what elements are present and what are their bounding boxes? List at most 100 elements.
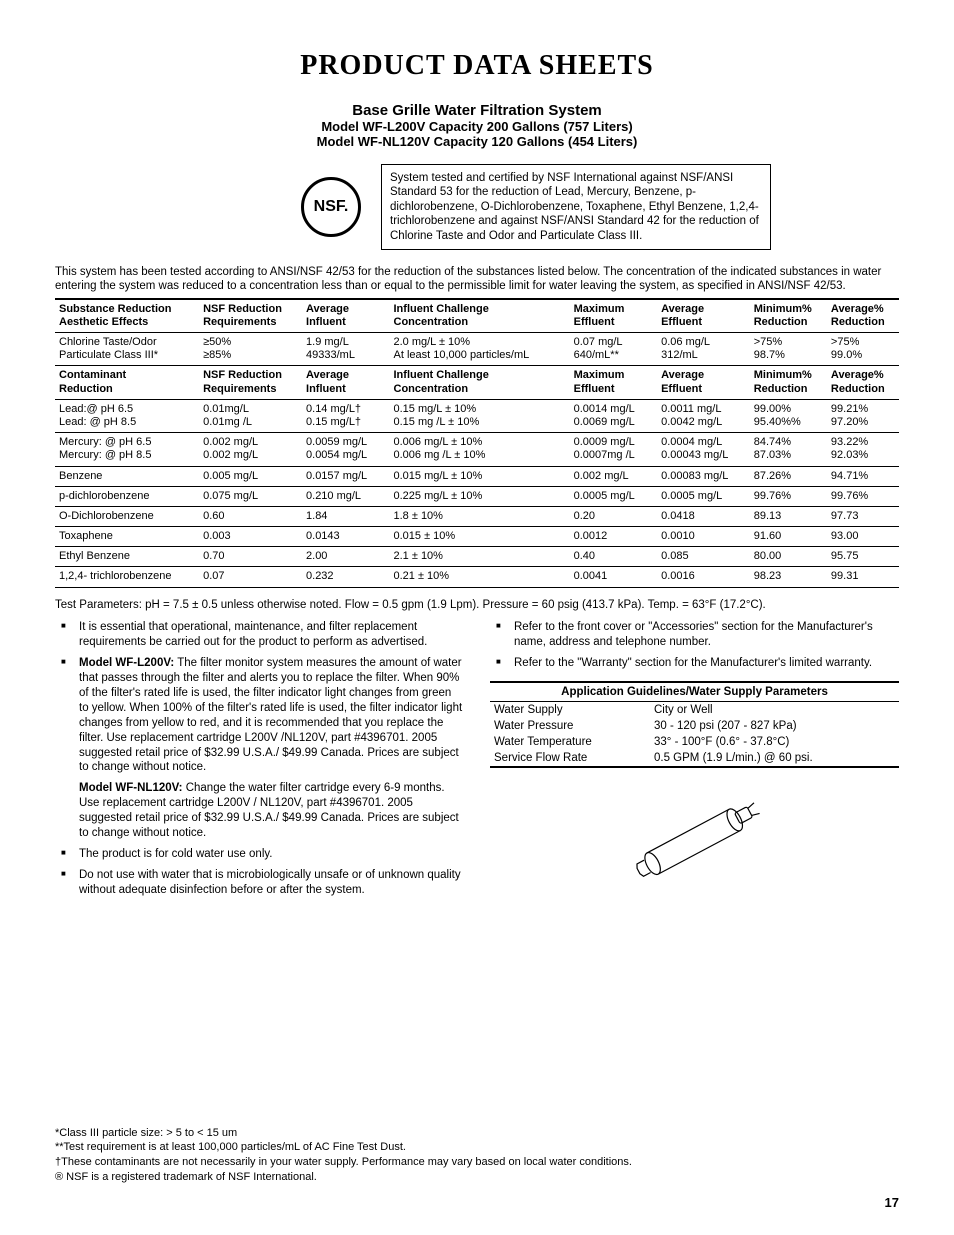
table-cell: 0.07 bbox=[199, 567, 302, 587]
table-cell: 30 - 120 psi (207 - 827 kPa) bbox=[650, 718, 899, 734]
model-text: The filter monitor system measures the a… bbox=[79, 657, 462, 774]
table-cell: O-Dichlorobenzene bbox=[55, 506, 199, 526]
certification-text: System tested and certified by NSF Inter… bbox=[381, 164, 771, 250]
table-cell: 93.22%92.03% bbox=[827, 433, 899, 466]
list-item: Do not use with water that is microbiolo… bbox=[55, 868, 464, 898]
table-header: AverageEffluent bbox=[657, 366, 750, 399]
table-cell: 0.015 mg/L ± 10% bbox=[390, 466, 570, 486]
table-cell: 0.006 mg/L ± 10%0.006 mg /L ± 10% bbox=[390, 433, 570, 466]
bullet-list: Model WF-L200V: The filter monitor syste… bbox=[55, 656, 464, 776]
table-header: Average%Reduction bbox=[827, 299, 899, 333]
table-row: Benzene0.005 mg/L0.0157 mg/L0.015 mg/L ±… bbox=[55, 466, 899, 486]
table-section-header: ContaminantReductionNSF ReductionRequire… bbox=[55, 366, 899, 399]
table-cell: 1,2,4- trichlorobenzene bbox=[55, 567, 199, 587]
footnote: *Class III particle size: > 5 to < 15 um bbox=[55, 1126, 632, 1141]
table-cell: 0.075 mg/L bbox=[199, 486, 302, 506]
table-cell: 0.0059 mg/L0.0054 mg/L bbox=[302, 433, 389, 466]
table-row: Toxaphene0.0030.01430.015 ± 10%0.00120.0… bbox=[55, 527, 899, 547]
bullet-list: The product is for cold water use only. D… bbox=[55, 847, 464, 898]
table-row: Water SupplyCity or Well bbox=[490, 702, 899, 718]
certification-row: NSF. System tested and certified by NSF … bbox=[55, 164, 899, 250]
subhead: Base Grille Water Filtration System Mode… bbox=[55, 102, 899, 149]
table-row: O-Dichlorobenzene0.601.841.8 ± 10%0.200.… bbox=[55, 506, 899, 526]
table-row: Water Pressure30 - 120 psi (207 - 827 kP… bbox=[490, 718, 899, 734]
list-item: Refer to the "Warranty" section for the … bbox=[490, 656, 899, 671]
table-row: Water Temperature33° - 100°F (0.6° - 37.… bbox=[490, 734, 899, 750]
test-parameters: Test Parameters: pH = 7.5 ± 0.5 unless o… bbox=[55, 598, 899, 612]
subhead-line3: Model WF-NL120V Capacity 120 Gallons (45… bbox=[55, 134, 899, 149]
table-cell: Water Pressure bbox=[490, 718, 650, 734]
table-cell: p-dichlorobenzene bbox=[55, 486, 199, 506]
model-label: Model WF-NL120V: bbox=[79, 782, 183, 794]
table-cell: 0.003 bbox=[199, 527, 302, 547]
table-cell: 0.20 bbox=[570, 506, 657, 526]
table-cell: 1.9 mg/L49333/mL bbox=[302, 333, 389, 366]
table-cell: 0.0005 mg/L bbox=[570, 486, 657, 506]
table-cell: Lead:@ pH 6.5Lead: @ pH 8.5 bbox=[55, 399, 199, 432]
footnotes: *Class III particle size: > 5 to < 15 um… bbox=[55, 1126, 632, 1185]
table-cell: 0.0010 bbox=[657, 527, 750, 547]
page-number: 17 bbox=[885, 1195, 899, 1210]
table-row: Service Flow Rate0.5 GPM (1.9 L/min.) @ … bbox=[490, 750, 899, 767]
table-cell: 0.232 bbox=[302, 567, 389, 587]
table-cell: Water Supply bbox=[490, 702, 650, 718]
table-cell: 0.085 bbox=[657, 547, 750, 567]
table-header: AverageInfluent bbox=[302, 366, 389, 399]
table-header: NSF ReductionRequirements bbox=[199, 299, 302, 333]
footnote: ® NSF is a registered trademark of NSF I… bbox=[55, 1170, 632, 1185]
table-cell: 0.14 mg/L†0.15 mg/L† bbox=[302, 399, 389, 432]
nsf-logo-icon: NSF. bbox=[301, 177, 361, 237]
table-cell: 0.70 bbox=[199, 547, 302, 567]
table-cell: 0.07 mg/L640/mL** bbox=[570, 333, 657, 366]
table-cell: 0.0012 bbox=[570, 527, 657, 547]
table-cell: 2.1 ± 10% bbox=[390, 547, 570, 567]
table-cell: Toxaphene bbox=[55, 527, 199, 547]
table-cell: 93.00 bbox=[827, 527, 899, 547]
table-cell: Chlorine Taste/OdorParticulate Class III… bbox=[55, 333, 199, 366]
table-cell: ≥50%≥85% bbox=[199, 333, 302, 366]
table-cell: 0.06 mg/L312/mL bbox=[657, 333, 750, 366]
guidelines-title: Application Guidelines/Water Supply Para… bbox=[490, 681, 899, 702]
table-header: AverageEffluent bbox=[657, 299, 750, 333]
table-header: Minimum%Reduction bbox=[750, 299, 827, 333]
table-header: MaximumEffluent bbox=[570, 366, 657, 399]
table-cell: City or Well bbox=[650, 702, 899, 718]
table-cell: 0.21 ± 10% bbox=[390, 567, 570, 587]
table-cell: 99.31 bbox=[827, 567, 899, 587]
table-cell: 99.76% bbox=[750, 486, 827, 506]
table-cell: 80.00 bbox=[750, 547, 827, 567]
list-item: The product is for cold water use only. bbox=[55, 847, 464, 862]
list-item: Refer to the front cover or "Accessories… bbox=[490, 620, 899, 650]
table-row: Chlorine Taste/OdorParticulate Class III… bbox=[55, 333, 899, 366]
right-column: Refer to the front cover or "Accessories… bbox=[490, 620, 899, 904]
table-cell: 99.21%97.20% bbox=[827, 399, 899, 432]
table-cell: 97.73 bbox=[827, 506, 899, 526]
filter-illustration bbox=[490, 786, 899, 899]
list-item: It is essential that operational, mainte… bbox=[55, 620, 464, 650]
table-cell: 0.005 mg/L bbox=[199, 466, 302, 486]
table-header: MaximumEffluent bbox=[570, 299, 657, 333]
table-cell: Service Flow Rate bbox=[490, 750, 650, 767]
table-header: Substance ReductionAesthetic Effects bbox=[55, 299, 199, 333]
table-header: ContaminantReduction bbox=[55, 366, 199, 399]
table-cell: 98.23 bbox=[750, 567, 827, 587]
table-cell: 2.00 bbox=[302, 547, 389, 567]
table-cell: 0.0157 mg/L bbox=[302, 466, 389, 486]
two-column-section: It is essential that operational, mainte… bbox=[55, 620, 899, 904]
table-cell: Mercury: @ pH 6.5Mercury: @ pH 8.5 bbox=[55, 433, 199, 466]
table-cell: 94.71% bbox=[827, 466, 899, 486]
table-cell: Water Temperature bbox=[490, 734, 650, 750]
table-cell: 0.0004 mg/L0.00043 mg/L bbox=[657, 433, 750, 466]
table-cell: 1.84 bbox=[302, 506, 389, 526]
model-label: Model WF-L200V: bbox=[79, 657, 174, 669]
guidelines-table: Water SupplyCity or WellWater Pressure30… bbox=[490, 702, 899, 768]
table-cell: 0.0418 bbox=[657, 506, 750, 526]
table-cell: 0.0014 mg/L0.0069 mg/L bbox=[570, 399, 657, 432]
table-header: Minimum%Reduction bbox=[750, 366, 827, 399]
table-cell: 0.0011 mg/L0.0042 mg/L bbox=[657, 399, 750, 432]
table-cell: 99.00%95.40%% bbox=[750, 399, 827, 432]
table-row: p-dichlorobenzene0.075 mg/L0.210 mg/L0.2… bbox=[55, 486, 899, 506]
table-cell: 84.74%87.03% bbox=[750, 433, 827, 466]
table-cell: Benzene bbox=[55, 466, 199, 486]
table-cell: 0.00083 mg/L bbox=[657, 466, 750, 486]
